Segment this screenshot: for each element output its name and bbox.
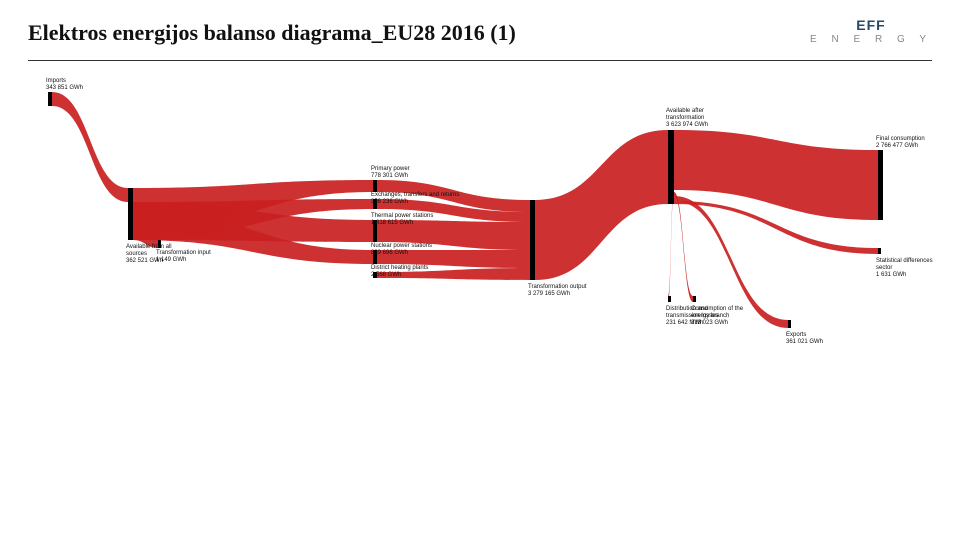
node-distrib [668,296,671,302]
node-statdiff [878,248,881,254]
sankey-diagram: Imports 343 851 GWhAvailable from all so… [28,80,932,400]
logo-sub: E N E R G Y [810,34,932,45]
label-imports: Imports 343 851 GWh [46,78,83,92]
node-consbranch [693,296,696,302]
label-avail_after: Available after transformation 3 623 974… [666,108,708,130]
label-final: Final consumption 2 766 477 GWh [876,136,925,150]
logo-mark: EFF [810,18,932,32]
node-avail [128,188,133,240]
label-nuclear: Nuclear power stations 839 696 GWh [371,243,432,257]
label-transf_out: Transformation output 3 279 165 GWh [528,284,586,298]
node-imports [48,92,52,106]
node-transf_out [530,200,535,280]
label-prim: Primary power 778 301 GWh [371,166,410,180]
label-consbranch: Consumption of the energy branch 318 023… [691,306,743,328]
node-prim [373,180,377,192]
flow-imports-avail [52,92,128,202]
label-statdiff: Statistical differences sector 1 631 GWh [876,258,933,280]
sankey-svg [28,80,932,400]
page-title: Elektros energijos balanso diagrama_EU28… [28,20,516,45]
flow-avail_after-final [674,130,878,220]
label-district: District heating plants 2 568 GWh [371,265,428,279]
node-exports [788,320,791,328]
label-exports: Exports 361 021 GWh [786,332,823,346]
label-thermal: Thermal power stations 1 818 615 GWh [371,213,433,227]
label-transf_in: Transformation input 1 149 GWh [156,250,211,264]
label-exch: Exchanges, transfers and returns 356 236… [371,192,459,206]
node-avail_after [668,130,674,204]
flow-avail_after-distrib [668,188,674,302]
flow-avail_after-consbranch [674,192,693,302]
flow-transf_out-avail_after [535,130,668,280]
logo: EFF E N E R G Y [810,18,932,45]
node-final [878,150,883,220]
